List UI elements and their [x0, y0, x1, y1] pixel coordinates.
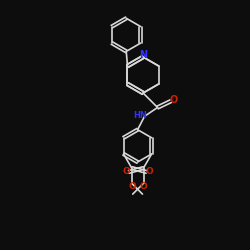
Text: O: O	[122, 168, 130, 176]
Text: HN: HN	[134, 111, 147, 120]
Text: O: O	[139, 182, 147, 191]
Text: N: N	[139, 50, 147, 60]
Text: O: O	[170, 95, 178, 105]
Text: O: O	[128, 182, 136, 191]
Text: O: O	[145, 168, 153, 176]
